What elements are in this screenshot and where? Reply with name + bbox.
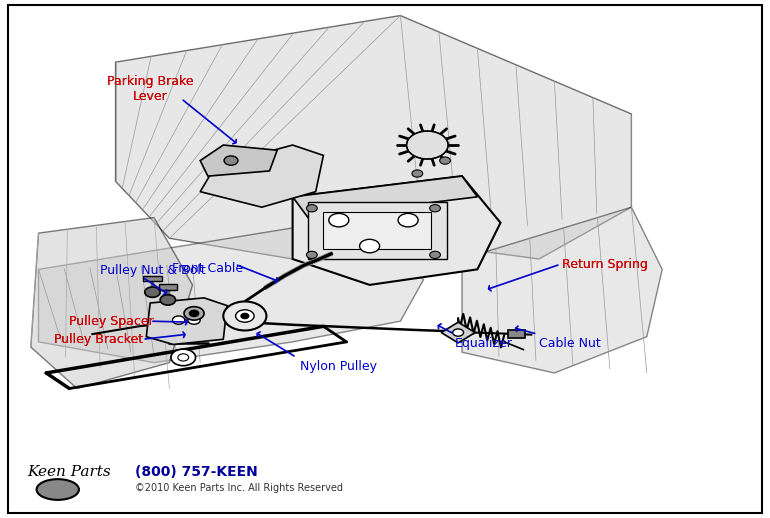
Ellipse shape <box>37 479 79 500</box>
Bar <box>143 276 162 281</box>
Polygon shape <box>31 218 192 388</box>
Circle shape <box>178 354 189 361</box>
Circle shape <box>172 316 185 324</box>
Polygon shape <box>146 298 227 344</box>
Text: Nylon Pulley: Nylon Pulley <box>300 360 377 373</box>
Text: Parking Brake
Lever: Parking Brake Lever <box>107 75 193 103</box>
Circle shape <box>189 310 199 316</box>
Circle shape <box>412 170 423 177</box>
Text: Pulley Bracket: Pulley Bracket <box>54 333 143 346</box>
Circle shape <box>171 349 196 366</box>
Polygon shape <box>441 322 475 343</box>
Text: Return Spring: Return Spring <box>562 257 648 271</box>
Circle shape <box>224 156 238 165</box>
Circle shape <box>184 307 204 320</box>
Polygon shape <box>462 207 662 373</box>
Polygon shape <box>293 176 500 285</box>
Bar <box>308 202 447 259</box>
Text: Equalizer: Equalizer <box>454 337 512 350</box>
Text: Parking Brake
Lever: Parking Brake Lever <box>107 75 193 103</box>
Circle shape <box>223 301 266 330</box>
Bar <box>508 330 525 338</box>
Polygon shape <box>293 176 477 218</box>
Polygon shape <box>200 145 277 176</box>
Circle shape <box>440 157 450 164</box>
Polygon shape <box>200 145 323 207</box>
Circle shape <box>329 213 349 227</box>
Text: Keen Parts: Keen Parts <box>27 465 111 479</box>
Text: Pulley Spacer: Pulley Spacer <box>69 314 154 328</box>
Text: Pulley Nut & Bolt: Pulley Nut & Bolt <box>100 264 206 277</box>
Circle shape <box>306 205 317 212</box>
Circle shape <box>241 313 249 319</box>
Text: Cable Nut: Cable Nut <box>539 337 601 350</box>
Bar <box>159 284 177 290</box>
Text: Front Cable: Front Cable <box>172 262 243 275</box>
Polygon shape <box>116 16 631 259</box>
Circle shape <box>160 295 176 305</box>
Circle shape <box>145 287 160 297</box>
Circle shape <box>430 205 440 212</box>
Bar <box>323 212 431 249</box>
Text: Pulley Spacer: Pulley Spacer <box>69 314 154 328</box>
Circle shape <box>306 251 317 258</box>
Circle shape <box>453 329 464 336</box>
Circle shape <box>188 316 200 324</box>
Circle shape <box>430 251 440 258</box>
Circle shape <box>398 213 418 227</box>
Text: ©2010 Keen Parts Inc. All Rights Reserved: ©2010 Keen Parts Inc. All Rights Reserve… <box>135 483 343 493</box>
Circle shape <box>407 131 448 159</box>
Text: Pulley Bracket: Pulley Bracket <box>54 333 143 346</box>
Text: Return Spring: Return Spring <box>562 257 648 271</box>
Circle shape <box>360 239 380 253</box>
Text: (800) 757-KEEN: (800) 757-KEEN <box>135 465 257 479</box>
Circle shape <box>236 310 254 322</box>
Polygon shape <box>38 228 424 363</box>
